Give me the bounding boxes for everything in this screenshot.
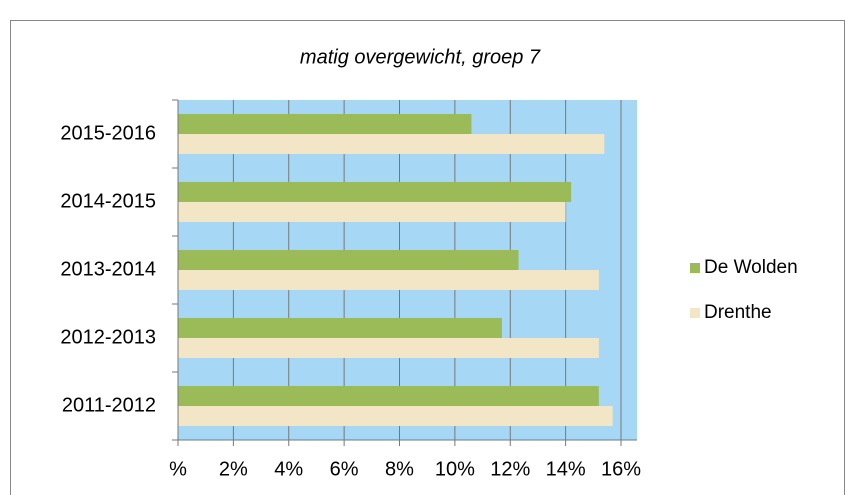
y-tick-label: 2011-2012 [62, 394, 156, 416]
x-tick-label: 10% [435, 458, 475, 480]
bar [178, 250, 519, 270]
bar [178, 338, 599, 358]
legend-swatch [690, 263, 700, 273]
legend-swatch [690, 308, 700, 318]
y-tick-label: 2015-2016 [60, 122, 156, 144]
bar [178, 318, 502, 338]
chart-title: matig overgewicht, groep 7 [300, 46, 541, 68]
x-tick-label: 8% [385, 458, 414, 480]
x-tick-label: 14% [546, 458, 586, 480]
x-tick-label: 12% [490, 458, 530, 480]
legend-label: De Wolden [704, 257, 798, 278]
bar [178, 406, 613, 426]
x-tick-label: 2% [219, 458, 248, 480]
legend-label: Drenthe [704, 302, 772, 323]
y-tick-label: 2012-2013 [60, 326, 156, 348]
x-tick-label: % [169, 458, 187, 480]
y-tick-label: 2013-2014 [60, 258, 156, 280]
x-tick-label: 16% [601, 458, 641, 480]
bar [178, 202, 566, 222]
y-tick-label: 2014-2015 [60, 190, 156, 212]
bar [178, 134, 605, 154]
x-tick-label: 6% [330, 458, 359, 480]
bar [178, 386, 599, 406]
bar [178, 114, 472, 134]
x-tick-label: 4% [274, 458, 303, 480]
bar [178, 270, 599, 290]
bar [178, 182, 572, 202]
